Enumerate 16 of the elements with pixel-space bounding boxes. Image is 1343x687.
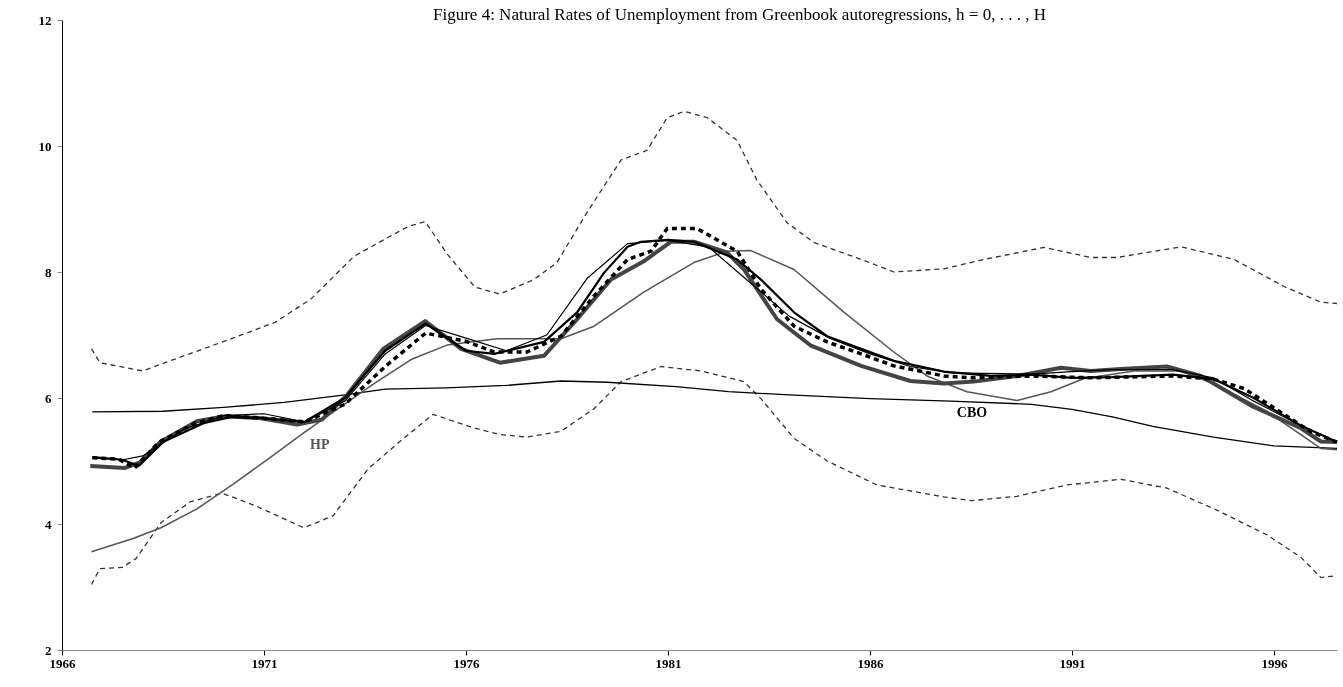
y-tick-label: 4 xyxy=(45,516,52,532)
series-label: CBO xyxy=(956,405,988,421)
x-tick-label: 1976 xyxy=(453,655,480,671)
chart-title: Figure 4: Natural Rates of Unemployment from Greenbook autoregressions, h = 0, . . . , H xyxy=(433,5,1046,24)
y-tick-label: 8 xyxy=(45,264,52,280)
x-tick-label: 1966 xyxy=(49,655,76,671)
x-tick-label: 1981 xyxy=(655,655,682,671)
y-tick-label: 12 xyxy=(38,12,52,28)
y-tick-label: 2 xyxy=(45,642,52,658)
x-tick-label: 1996 xyxy=(1261,655,1288,671)
y-tick-label: 6 xyxy=(45,390,52,406)
x-tick-label: 1971 xyxy=(251,655,278,671)
series-label: HP xyxy=(309,436,330,452)
x-tick-label: 1986 xyxy=(857,655,884,671)
y-tick-label: 10 xyxy=(38,138,52,154)
x-tick-label: 1991 xyxy=(1059,655,1086,671)
